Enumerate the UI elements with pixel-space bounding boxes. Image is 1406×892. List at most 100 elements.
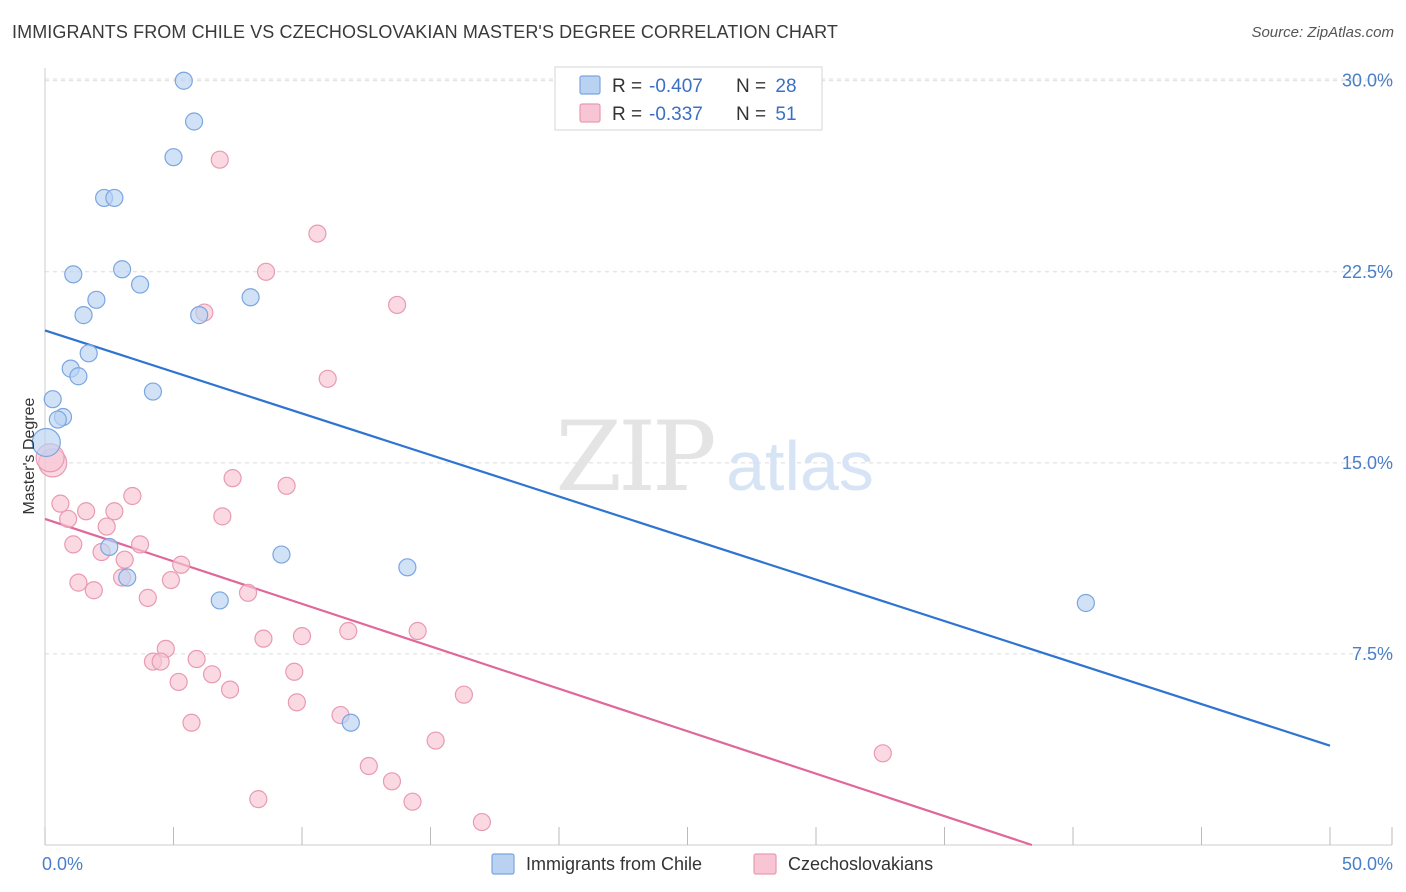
legend-r-label-1: R = [612, 76, 642, 97]
legend-swatch-blue [579, 75, 601, 95]
legend-swatch-pink [579, 103, 601, 123]
chile-point-24 [210, 591, 229, 610]
top-legend: R = -0.407 N = 28 R = -0.337 N = 51 [554, 66, 823, 131]
y-tick-label-3: 30.0% [1342, 71, 1393, 91]
czech-point-11 [51, 494, 70, 513]
y-axis-label: Master's Degree [21, 397, 38, 514]
chile-point-26 [1076, 593, 1095, 613]
czech-point-9 [277, 476, 296, 495]
chile-point-1 [184, 112, 204, 131]
trend-line-czech [44, 517, 1033, 847]
x-tick-label-0: 0.0% [42, 854, 83, 874]
chile-point-20 [272, 545, 291, 564]
legend-r-value-1: -0.407 [649, 76, 703, 97]
chile-point-25 [341, 713, 360, 732]
czech-point-28 [254, 629, 273, 648]
czech-point-48 [403, 792, 422, 811]
czech-point-35 [187, 649, 206, 669]
legend-n-label-2: N = [736, 104, 766, 125]
chile-point-12 [79, 344, 98, 363]
czech-point-20 [115, 550, 134, 569]
czech-point-27 [138, 588, 157, 607]
czech-point-14 [59, 509, 78, 529]
legend-r-label-2: R = [612, 104, 642, 125]
chile-point-2 [164, 148, 183, 167]
czech-point-50 [873, 744, 892, 763]
y-tick-label-1: 15.0% [1342, 453, 1393, 473]
czech-point-3 [387, 295, 407, 315]
czech-point-16 [97, 517, 116, 536]
czech-point-44 [426, 731, 445, 750]
czech-point-1 [308, 224, 327, 243]
watermark-atlas: atlas [726, 427, 874, 505]
czech-point-34 [151, 652, 170, 671]
watermark-zip: ZIP [555, 401, 714, 513]
watermark: ZIP atlas [555, 401, 874, 513]
czech-point-29 [292, 627, 312, 646]
chile-point-4 [105, 188, 124, 208]
trend-layer [44, 329, 1331, 847]
chile-point-19 [31, 427, 61, 458]
bottom-legend: Immigrants from Chile Czechoslovakians [491, 853, 933, 875]
czech-point-22 [69, 573, 88, 592]
chile-point-11 [190, 306, 209, 325]
czech-point-39 [220, 680, 240, 699]
chile-point-15 [143, 382, 163, 401]
czech-point-12 [77, 502, 96, 521]
czech-point-37 [285, 662, 304, 681]
chile-point-14 [69, 367, 88, 386]
bottom-legend-label-chile: Immigrants from Chile [526, 854, 702, 874]
chart-title: IMMIGRANTS FROM CHILE VS CZECHOSLOVAKIAN… [12, 22, 838, 42]
x-tick-label-1: 50.0% [1342, 854, 1393, 874]
czech-point-47 [249, 790, 268, 809]
chile-point-8 [241, 288, 260, 307]
chile-point-7 [130, 275, 150, 294]
bottom-legend-swatch-chile [491, 853, 515, 875]
czech-point-30 [339, 621, 358, 641]
czech-point-23 [161, 570, 181, 590]
czech-point-46 [382, 772, 402, 791]
czech-point-15 [213, 507, 232, 526]
legend-n-value-2: 51 [775, 104, 796, 125]
chile-point-6 [64, 265, 83, 284]
czech-point-43 [182, 713, 201, 732]
czech-point-45 [359, 756, 378, 776]
axis-layer: 7.5% 15.0% 22.5% 30.0% 0.0% 50.0% [42, 68, 1393, 874]
legend-r-value-2: -0.337 [649, 104, 703, 125]
legend-n-value-1: 28 [775, 76, 796, 97]
chile-point-10 [74, 306, 93, 325]
chile-point-5 [112, 260, 132, 279]
czech-point-38 [169, 672, 188, 692]
czech-point-0 [210, 150, 229, 169]
czech-point-17 [64, 535, 83, 554]
czech-point-10 [123, 486, 142, 506]
y-tick-label-2: 22.5% [1342, 262, 1393, 282]
points-layer [31, 71, 1095, 832]
czech-point-49 [472, 812, 491, 832]
czech-point-40 [454, 685, 474, 704]
bottom-legend-label-czech: Czechoslovakians [788, 854, 933, 874]
y-tick-label-0: 7.5% [1352, 644, 1393, 664]
czech-point-31 [408, 621, 427, 641]
czech-point-18 [130, 535, 150, 554]
czech-point-5 [318, 369, 337, 388]
czech-point-21 [172, 555, 191, 574]
czech-point-13 [105, 502, 124, 521]
chile-point-22 [398, 558, 417, 577]
legend-n-label-1: N = [736, 76, 766, 97]
czech-point-25 [84, 581, 103, 600]
czech-point-36 [202, 665, 222, 684]
chile-point-9 [87, 290, 106, 309]
bottom-legend-swatch-czech [753, 853, 777, 875]
chile-point-18 [48, 410, 67, 429]
chile-point-23 [118, 568, 137, 587]
trend-line-chile [44, 329, 1331, 747]
chart-source: Source: ZipAtlas.com [1251, 24, 1394, 41]
chile-point-16 [43, 390, 62, 409]
grid-layer [45, 78, 1392, 655]
czech-point-2 [256, 262, 276, 281]
czech-point-8 [223, 469, 242, 488]
chile-point-21 [100, 537, 119, 557]
